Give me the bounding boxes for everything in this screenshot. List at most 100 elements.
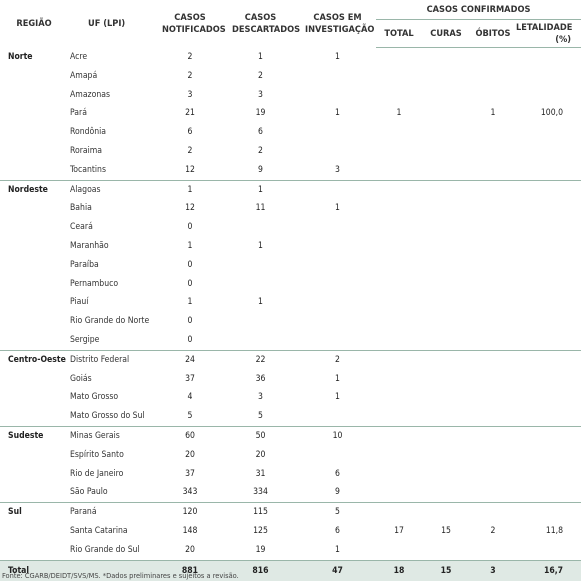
total-investigacao: 47 bbox=[299, 559, 376, 581]
table-row: Mato Grosso 4 3 1 bbox=[0, 388, 581, 407]
confirmados-total-cell bbox=[376, 237, 422, 256]
curas-cell bbox=[422, 293, 470, 312]
confirmados-total-cell bbox=[376, 256, 422, 275]
curas-cell bbox=[422, 48, 470, 67]
confirmados-total-cell bbox=[376, 199, 422, 218]
notificados-cell: 6 bbox=[187, 127, 193, 138]
letalidade-cell bbox=[516, 218, 581, 237]
curas-cell bbox=[422, 275, 470, 294]
curas-cell bbox=[422, 218, 470, 237]
letalidade-cell bbox=[516, 86, 581, 105]
obitos-cell bbox=[470, 67, 516, 86]
confirmados-total-cell bbox=[376, 275, 422, 294]
regiao-cell bbox=[0, 483, 68, 502]
table-row: Goiás 37 36 1 bbox=[0, 370, 581, 389]
confirmados-total-cell bbox=[376, 425, 422, 446]
table-row: Rondônia 6 6 bbox=[0, 123, 581, 142]
regiao-cell bbox=[0, 218, 68, 237]
table-row: Ceará 0 bbox=[0, 218, 581, 237]
descartados-cell: 1 bbox=[258, 297, 263, 308]
obitos-cell bbox=[470, 465, 516, 484]
regiao-cell bbox=[0, 161, 68, 180]
obitos-cell bbox=[470, 123, 516, 142]
investigacao-cell: 1 bbox=[335, 203, 340, 214]
regiao-cell bbox=[0, 541, 68, 560]
confirmados-total-cell bbox=[376, 541, 422, 560]
table-row: Maranhão 1 1 bbox=[0, 237, 581, 256]
table-row: Pará 21 19 1 1 1 100,0 bbox=[0, 104, 581, 123]
descartados-cell: 5 bbox=[258, 411, 263, 422]
obitos-cell bbox=[470, 218, 516, 237]
uf-cell: São Paulo bbox=[70, 487, 108, 498]
total-uf-cell bbox=[68, 559, 158, 581]
header-total: TOTAL bbox=[376, 19, 422, 48]
table-row: Sergipe 0 bbox=[0, 331, 581, 350]
header-descartados: CASOS DESCARTADOS bbox=[232, 11, 301, 35]
curas-cell bbox=[422, 237, 470, 256]
table-row: Tocantins 12 9 3 bbox=[0, 161, 581, 180]
uf-cell: Mato Grosso bbox=[70, 392, 119, 403]
investigacao-cell bbox=[299, 86, 376, 105]
descartados-cell: 19 bbox=[255, 544, 266, 555]
notificados-cell: 2 bbox=[187, 70, 193, 81]
investigacao-cell bbox=[299, 275, 376, 294]
notificados-cell: 37 bbox=[185, 468, 195, 479]
confirmados-total-cell bbox=[376, 218, 422, 237]
notificados-cell: 20 bbox=[185, 544, 195, 555]
table-row: Sul Paraná 120 115 5 bbox=[0, 502, 582, 522]
curas-cell bbox=[422, 142, 470, 161]
obitos-cell bbox=[470, 541, 516, 560]
descartados-cell: 9 bbox=[258, 164, 263, 175]
letalidade-cell bbox=[516, 161, 581, 180]
uf-cell: Acre bbox=[70, 51, 88, 62]
regiao-cell: Centro-Oeste bbox=[0, 349, 68, 370]
investigacao-cell: 3 bbox=[335, 164, 340, 175]
total-obitos: 3 bbox=[470, 559, 516, 581]
uf-cell: Goiás bbox=[70, 373, 92, 384]
investigacao-cell: 1 bbox=[335, 373, 340, 384]
confirmados-total-cell bbox=[376, 465, 422, 484]
notificados-cell: 1 bbox=[187, 240, 193, 251]
obitos-cell: 2 bbox=[490, 525, 496, 536]
table-row: Norte Acre 2 1 1 bbox=[0, 48, 581, 67]
obitos-cell bbox=[470, 349, 516, 370]
curas-cell bbox=[422, 199, 470, 218]
uf-cell: Rio Grande do Norte bbox=[70, 316, 150, 327]
investigacao-cell bbox=[299, 407, 376, 426]
table-row: Rio Grande do Norte 0 bbox=[0, 312, 581, 331]
uf-cell: Ceará bbox=[70, 222, 93, 233]
letalidade-cell bbox=[516, 142, 581, 161]
obitos-cell bbox=[470, 256, 516, 275]
table-row: Santa Catarina 148 125 6 17 15 2 11,8 bbox=[0, 522, 581, 541]
obitos-cell bbox=[470, 446, 516, 465]
regiao-cell: Sudeste bbox=[0, 425, 68, 446]
letalidade-cell bbox=[516, 331, 581, 350]
curas-cell bbox=[422, 67, 470, 86]
uf-cell: Alagoas bbox=[68, 179, 158, 200]
table-row: Sudeste Minas Gerais 60 50 10 bbox=[0, 425, 582, 446]
obitos-cell bbox=[470, 483, 516, 502]
regiao-cell bbox=[0, 86, 68, 105]
regiao-cell: Sul bbox=[0, 502, 68, 522]
notificados-cell: 148 bbox=[182, 525, 198, 536]
table-row: Nordeste Alagoas 1 1 bbox=[0, 179, 582, 200]
obitos-cell bbox=[470, 425, 516, 446]
obitos-cell bbox=[470, 370, 516, 389]
investigacao-cell: 10 bbox=[299, 425, 376, 446]
investigacao-cell bbox=[299, 123, 376, 142]
confirmados-total-cell bbox=[376, 86, 422, 105]
letalidade-cell bbox=[516, 293, 581, 312]
descartados-cell: 31 bbox=[255, 468, 266, 479]
regiao-cell bbox=[0, 446, 68, 465]
header-letalidade: LETALIDADE (%) bbox=[516, 19, 582, 48]
letalidade-cell bbox=[516, 48, 581, 67]
table-row: Espírito Santo 20 20 bbox=[0, 446, 581, 465]
descartados-cell: 11 bbox=[255, 203, 266, 214]
investigacao-cell: 1 bbox=[335, 51, 340, 62]
regiao-cell bbox=[0, 465, 68, 484]
descartados-cell bbox=[222, 218, 299, 237]
notificados-cell: 5 bbox=[187, 411, 193, 422]
curas-cell bbox=[422, 312, 470, 331]
regiao-cell bbox=[0, 142, 68, 161]
obitos-cell bbox=[470, 388, 516, 407]
